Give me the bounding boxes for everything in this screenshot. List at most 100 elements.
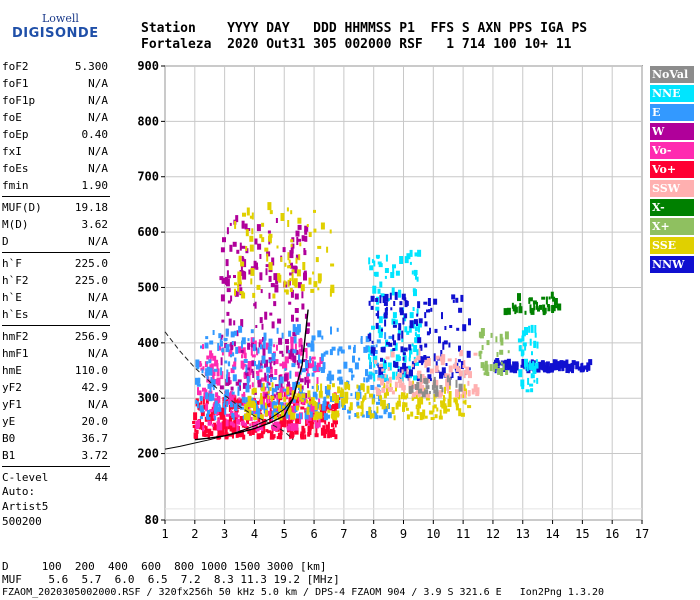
echo-point — [433, 404, 437, 409]
echo-point — [298, 344, 301, 348]
echo-point — [285, 289, 289, 295]
echo-point — [413, 345, 418, 352]
echo-point — [320, 367, 325, 373]
echo-point — [252, 387, 257, 393]
echo-point — [297, 224, 302, 230]
echo-point — [314, 422, 319, 429]
echo-point — [524, 327, 528, 335]
echo-point — [271, 353, 276, 361]
echo-point — [290, 418, 293, 426]
echo-point — [436, 407, 439, 412]
plot-axes: 1 2 3 4 5 6 7 8 9 10 11 12 13 14 15 16 17802003004005006… — [137, 59, 649, 541]
echo-point — [299, 417, 302, 424]
echo-point — [245, 246, 248, 251]
echo-point — [251, 354, 256, 358]
echo-point — [296, 269, 301, 277]
echo-point — [308, 400, 311, 405]
param-row: B0 36.7 — [2, 430, 110, 447]
echo-point — [275, 386, 279, 390]
echo-point — [329, 431, 332, 438]
echo-point — [520, 364, 524, 368]
echo-point — [260, 403, 264, 410]
muf-scale: MUF 5.6 5.7 6.0 6.5 7.2 8.3 11.3 19.2 [M… — [2, 573, 340, 586]
echo-point — [292, 265, 297, 273]
echo-point — [558, 362, 562, 369]
echo-point — [318, 367, 321, 372]
param-name: foF1p — [2, 94, 36, 107]
echo-point — [196, 361, 200, 369]
echo-point — [377, 377, 382, 381]
echo-point — [391, 390, 395, 395]
echo-point — [323, 396, 327, 404]
echo-point — [234, 220, 237, 229]
echo-point — [242, 271, 247, 280]
echo-point — [520, 349, 524, 357]
echo-point — [387, 367, 390, 371]
echo-point — [290, 336, 295, 344]
echo-point — [293, 336, 297, 344]
echo-point — [287, 220, 290, 227]
echo-point — [381, 399, 386, 408]
echo-point — [249, 215, 253, 219]
echo-point — [428, 393, 431, 399]
legend-item: E — [650, 104, 694, 121]
echo-point — [398, 378, 403, 384]
echo-point — [241, 347, 246, 355]
echo-point — [236, 425, 239, 432]
echo-point — [282, 388, 287, 392]
echo-point — [359, 391, 362, 399]
echo-point — [575, 361, 580, 370]
echo-point — [223, 402, 225, 408]
echo-point — [425, 391, 429, 398]
echo-point — [290, 247, 294, 254]
echo-point — [545, 296, 548, 305]
echo-point — [290, 414, 294, 420]
echo-point — [462, 365, 466, 368]
echo-point — [553, 298, 558, 305]
echo-point — [337, 386, 341, 394]
echo-point — [305, 418, 308, 427]
echo-point — [305, 350, 308, 359]
echo-point — [378, 316, 383, 324]
echo-point — [199, 405, 204, 412]
echo-point — [420, 374, 425, 377]
echo-point — [444, 386, 446, 394]
echo-point — [279, 350, 284, 354]
echo-point — [427, 298, 431, 306]
x-tick-label: 13 — [516, 527, 530, 541]
echo-point — [265, 410, 268, 417]
echo-point — [199, 425, 203, 430]
echo-point — [271, 321, 275, 329]
echo-point — [245, 397, 248, 405]
echo-point — [216, 368, 220, 377]
echo-point — [417, 390, 421, 398]
echo-point — [356, 401, 360, 407]
echo-point — [305, 379, 310, 383]
echo-point — [478, 331, 482, 338]
echo-point — [270, 395, 275, 399]
echo-point — [230, 368, 235, 374]
echo-point — [288, 392, 292, 396]
echo-point — [398, 394, 401, 401]
echo-point — [383, 382, 386, 390]
echo-point — [476, 387, 480, 395]
echo-point — [332, 427, 335, 434]
echo-point — [393, 301, 396, 306]
echo-point — [241, 220, 245, 229]
echo-point — [194, 433, 199, 439]
echo-point — [504, 331, 509, 340]
echo-point — [287, 349, 290, 353]
echo-point — [315, 411, 319, 420]
echo-point — [209, 353, 214, 359]
echo-point — [348, 345, 352, 350]
param-value: 5.300 — [74, 60, 108, 73]
echo-point — [269, 235, 272, 244]
echo-point — [401, 338, 404, 343]
echo-point — [239, 383, 241, 391]
echo-point — [250, 400, 254, 408]
echo-point — [221, 348, 225, 353]
echo-point — [269, 210, 273, 215]
echo-point — [365, 377, 368, 383]
echo-point — [521, 335, 525, 342]
echo-point — [241, 292, 246, 299]
